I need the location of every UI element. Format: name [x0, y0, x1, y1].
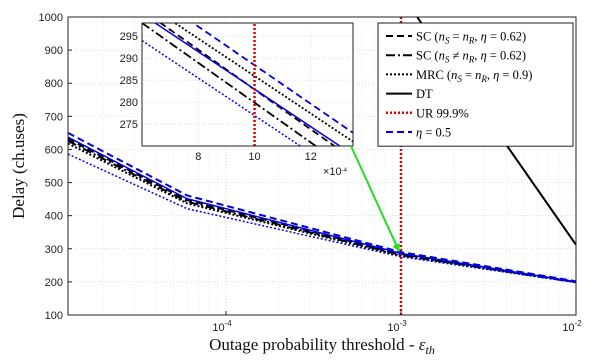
inset-y-tick-label: 290	[120, 53, 138, 65]
x-tick-label: 10-3	[387, 319, 407, 334]
inset-line-0	[159, 23, 336, 146]
legend-label: η = 0.5	[416, 126, 451, 140]
series-line-5	[68, 132, 576, 283]
legend-label: DT	[416, 87, 433, 101]
arrow-layer	[350, 145, 400, 252]
legend-label: SC (nS = nR, η = 0.62)	[416, 30, 526, 46]
zoom-arrow	[350, 145, 400, 252]
inset-line-4	[153, 23, 342, 146]
legend: SC (nS = nR, η = 0.62) SC (nS ≠ nR, η = 0…	[377, 22, 574, 147]
y-tick-label: 100	[45, 310, 63, 322]
x-tick-label: 10-2	[562, 319, 582, 334]
y-tick-label: 400	[45, 211, 63, 223]
inset-x-tick-label: 10	[248, 151, 260, 163]
y-tick-label: 900	[45, 45, 63, 57]
inset-axes: 275 280 285 290 295 8 10 12 ×10-4	[120, 22, 354, 178]
series-line-6	[68, 136, 576, 283]
legend-label: MRC (nS = nR, η = 0.9)	[416, 68, 532, 84]
y-tick-label: 1000	[39, 12, 63, 24]
inset-x-multiplier: ×10-4	[323, 166, 348, 178]
legend-box	[377, 22, 574, 147]
legend-label: UR 99.9%	[416, 106, 469, 120]
inset-y-tick-label: 275	[120, 119, 138, 131]
inset-y-tick-label: 295	[120, 31, 138, 43]
y-tick-label: 500	[45, 178, 63, 190]
y-tick-label: 300	[45, 244, 63, 256]
inset-series-layer	[142, 23, 353, 146]
ticks: 100 200 300 400 500 600 700 800 900 1000 10-4 10-3 1…	[39, 12, 583, 334]
inset-x-tick-label: 8	[195, 151, 201, 163]
inset-frame	[141, 22, 354, 147]
y-tick-label: 200	[45, 277, 63, 289]
x-tick-label: 10-4	[212, 319, 232, 334]
y-tick-label: 600	[45, 144, 63, 156]
y-tick-label: 800	[45, 78, 63, 90]
y-tick-label: 700	[45, 111, 63, 123]
y-axis-label: Delay (ch.uses)	[9, 113, 28, 219]
inset-y-tick-label: 280	[120, 97, 138, 109]
inset-line-3	[191, 23, 353, 134]
plot-frame	[67, 16, 577, 316]
series-line-7	[68, 153, 576, 284]
inset-x-tick-label: 12	[305, 151, 317, 163]
legend-label: SC (nS ≠ nR, η = 0.62)	[416, 49, 526, 65]
inset-y-tick-label: 285	[120, 75, 138, 87]
x-axis-label: Outage probability threshold - εth	[209, 335, 435, 357]
